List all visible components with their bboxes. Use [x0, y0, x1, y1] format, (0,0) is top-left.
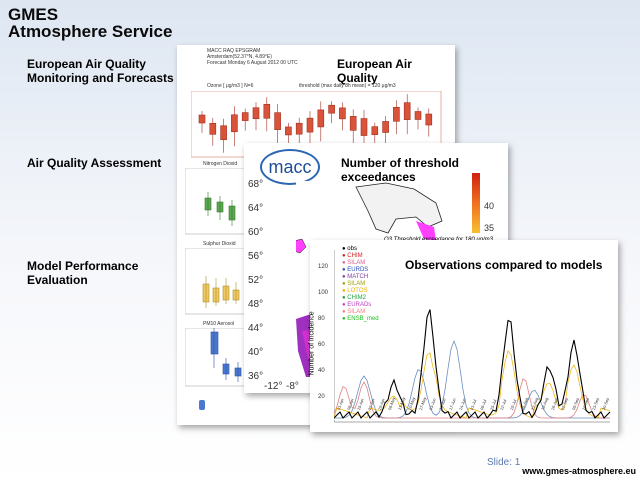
ozone-box	[403, 102, 411, 120]
ozone-box	[306, 117, 314, 133]
panel-no2-label: Nitrogen Dioxid	[203, 161, 238, 167]
y-tick: 60	[318, 342, 325, 348]
x-ticks: 01-Apr 08-Apr 15-Apr 22-Apr 29-Apr 06-May 13-M…	[336, 396, 616, 431]
forecast-card-title: European Air Quality	[337, 57, 412, 85]
ozone-box	[414, 111, 422, 120]
y-tick: 40	[318, 368, 325, 374]
ozone-label: Ozone [ μg/m3 ] N=6	[207, 83, 254, 89]
legend-item: ● obs	[342, 246, 357, 252]
pm10-boxplot	[185, 328, 248, 387]
y-tick: 80	[318, 316, 325, 322]
so2-boxplot	[185, 248, 248, 315]
lat-tick: 52°	[248, 275, 264, 286]
label-assessment: Air Quality Assessment	[27, 156, 162, 170]
no2-boxplot	[185, 168, 248, 235]
label-forecasts-line2: Monitoring and Forecasts	[27, 71, 174, 85]
legend-item: ● LOTOS	[342, 288, 368, 294]
macc-logo-text: macc	[268, 156, 312, 177]
title-line-2: Atmosphere Service	[8, 22, 173, 41]
legend-item: ● EURADs	[342, 302, 372, 308]
label-evaluation-line1: Model Performance	[27, 259, 139, 273]
title-line-1: GMES	[8, 5, 59, 24]
legend-item: ● SILAM	[342, 309, 366, 315]
observations-card-title: Observations compared to models	[405, 258, 603, 272]
ozone-box	[349, 116, 357, 131]
forecast-header: MACC RAQ EPSGRAM Amsterdam(52.37°N, 4.89…	[207, 48, 298, 66]
y-tick: 100	[318, 290, 329, 296]
y-tick: 120	[318, 264, 329, 270]
ozone-box	[198, 114, 206, 124]
ozone-box	[393, 106, 400, 122]
forecast-header-line1: MACC RAQ EPSGRAM	[207, 48, 261, 54]
legend: ● obs ● CHIM ● SILAM ● EURDS ● MATCH ● SILAM ●…	[342, 246, 402, 330]
lat-tick: 56°	[248, 251, 264, 262]
slide-title: GMES Atmosphere Service	[8, 6, 172, 40]
observations-chart	[334, 250, 611, 423]
legend-item: ● CHIM2	[342, 295, 366, 301]
label-forecasts: European Air Quality Monitoring and Fore…	[27, 57, 174, 85]
legend-item: ● SILAM	[342, 260, 366, 266]
legend-item: ● EURDS	[342, 267, 369, 273]
ozone-box	[328, 104, 335, 114]
colorbar-tick-40: 40	[484, 201, 495, 211]
ozone-box	[209, 123, 217, 135]
legend-item: ● SILAM	[342, 281, 366, 287]
ozone-box	[220, 125, 227, 141]
lat-tick: 68°	[248, 179, 264, 190]
ozone-box	[360, 118, 368, 136]
ozone-box	[263, 103, 271, 119]
model-series-line	[334, 350, 611, 419]
lat-tick: 64°	[248, 203, 264, 214]
lon-tick: -12°	[264, 381, 283, 392]
legend-item: ● CHIM	[342, 253, 363, 259]
colorbar-tick-35: 35	[484, 223, 495, 233]
ozone-box	[425, 113, 433, 126]
threshold-label: threshold (max daily 8h mean) = 120 μg/m…	[299, 83, 396, 89]
legend-swatch	[199, 400, 205, 410]
forecast-header-line2: Amsterdam(52.37°N, 4.89°E)	[207, 54, 272, 60]
ozone-box	[295, 122, 303, 135]
ozone-boxes	[198, 94, 433, 153]
ozone-box	[231, 114, 238, 133]
forecast-header-line3: Forecast Monday 6 August 2012 00 UTC	[207, 60, 298, 66]
y-axis-label: Number of incidence	[308, 311, 316, 376]
obs-series-line	[334, 309, 611, 419]
ozone-box	[241, 112, 249, 121]
lat-tick: 36°	[248, 371, 264, 382]
panel-pm10-label: PM10 Aerosol	[203, 321, 235, 327]
legend-item: ● MATCH	[342, 274, 369, 280]
label-evaluation: Model Performance Evaluation	[27, 259, 138, 287]
lat-tick: 44°	[248, 323, 264, 334]
observations-card: Observations compared to models Number o…	[308, 240, 618, 432]
ozone-box	[371, 126, 379, 135]
colorbar	[472, 173, 480, 233]
label-evaluation-line2: Evaluation	[27, 273, 88, 287]
ozone-box	[285, 126, 292, 136]
exceedance-card-title: Number of threshold exceedances	[341, 156, 460, 184]
model-series-line	[334, 378, 611, 419]
macc-logo: macc	[260, 149, 320, 185]
lat-tick: 40°	[248, 347, 264, 358]
ozone-box	[317, 109, 325, 128]
lat-tick: 60°	[248, 227, 264, 238]
y-tick: 20	[318, 394, 325, 400]
label-forecasts-line1: European Air Quality	[27, 57, 146, 71]
ozone-box	[252, 107, 260, 120]
ozone-box	[382, 121, 389, 133]
slide-number: Slide: 1	[487, 457, 521, 468]
footer-url: www.gmes-atmosphere.eu	[522, 466, 636, 476]
ozone-box	[339, 107, 346, 120]
lon-tick: -8°	[286, 381, 299, 392]
panel-so2-label: Sulphur Dioxid	[203, 241, 236, 247]
lat-tick: 48°	[248, 299, 264, 310]
legend-item: ● ENSB_med	[342, 316, 379, 322]
ozone-box	[274, 112, 281, 130]
